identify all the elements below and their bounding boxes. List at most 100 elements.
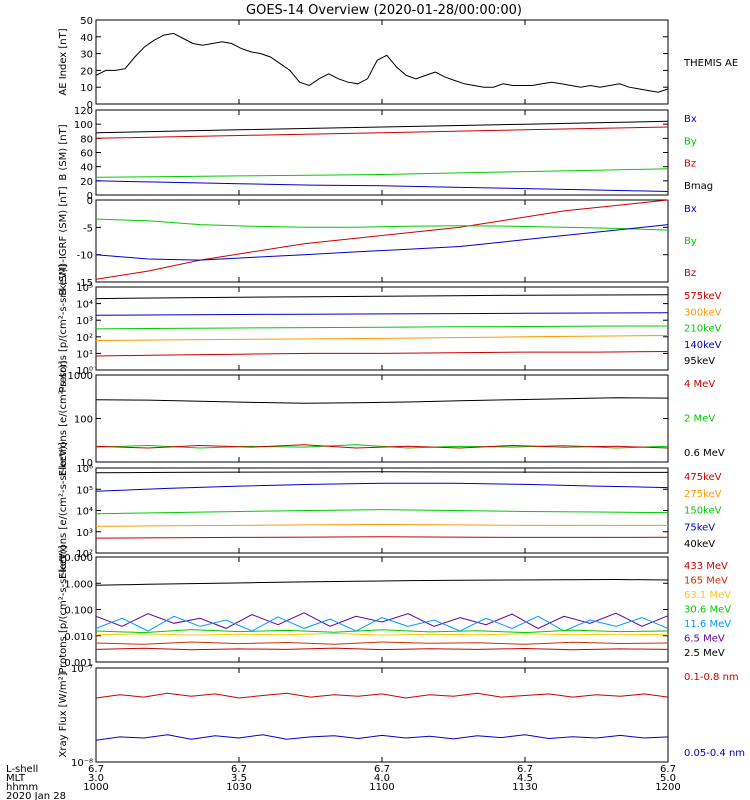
series-line [95, 168, 669, 178]
panel-frame [95, 467, 669, 554]
y-tick-label: 0 [87, 191, 93, 202]
panel-frame [95, 556, 669, 663]
y-tick-label: -5 [83, 223, 93, 234]
series-line [95, 224, 669, 261]
y-tick-label: 10⁴ [76, 507, 93, 518]
y-tick-label: 120 [74, 106, 93, 117]
y-tick-label: 10⁶ [76, 464, 93, 475]
y-tick-label: 10⁵ [76, 485, 93, 496]
y-tick-label: 80 [80, 134, 93, 145]
y-tick-label: 10 [80, 83, 93, 94]
legend-entry: Bx [684, 114, 697, 125]
y-tick-label: 0.001 [64, 658, 93, 669]
panel-frame [95, 19, 669, 105]
y-tick-label: 10⁻⁷ [71, 664, 93, 675]
y-tick-label: 10⁻⁸ [71, 758, 93, 769]
series-line [95, 509, 669, 515]
legend-entry: 210keV [684, 324, 722, 335]
x-tick-label-mlt: 4.0 [374, 773, 390, 784]
series-line [95, 351, 669, 357]
x-tick-label-lshell: 6.7 [517, 764, 533, 775]
y-tick-label: 10¹ [76, 349, 93, 360]
series-line [95, 692, 669, 699]
x-tick-label-hhmm: 1000 [83, 782, 108, 793]
series-line [95, 734, 669, 741]
y-tick-label: 30 [80, 50, 93, 61]
series-line [95, 523, 668, 527]
y-tick-label: 10 [80, 458, 93, 469]
series-line [95, 180, 669, 192]
legend-entry: 165 MeV [684, 576, 728, 587]
legend-entry: 0.6 MeV [684, 448, 725, 459]
y-axis-label: Electrons [e/(cm²-s-sr)] [58, 361, 69, 477]
series-line [95, 612, 669, 629]
figure-title: GOES-14 Overview (2020-01-28/00:00:00) [246, 3, 522, 18]
series-line [95, 294, 669, 300]
series-line [95, 397, 669, 404]
series-line [95, 444, 669, 449]
series-line [95, 199, 669, 280]
legend-entry: 4 MeV [684, 379, 715, 390]
series-line [95, 482, 669, 492]
legend-entry: 2 MeV [684, 414, 715, 425]
y-tick-label: 10² [76, 549, 93, 560]
legend-entry: 2.5 MeV [684, 648, 725, 659]
series-line [95, 335, 669, 341]
legend-entry: 140keV [684, 340, 722, 351]
legend-entry: 475keV [684, 472, 722, 483]
series-line [95, 578, 669, 586]
x-tick-label-hhmm: 1100 [369, 782, 394, 793]
y-axis-label: B (SM)-IGRF (SM) [nT] [58, 186, 69, 295]
legend-entry: 433 MeV [684, 561, 728, 572]
y-axis-label: AE Index [nT] [58, 28, 69, 95]
series-line [95, 218, 669, 231]
legend-entry: 30.6 MeV [684, 605, 731, 616]
legend-entry: 0.05-0.4 nm [684, 748, 745, 759]
y-axis-label: B (SM) [nT] [58, 124, 69, 180]
series-line [95, 325, 669, 330]
x-tick-label-mlt: 3.0 [88, 773, 104, 784]
x-tick-label-hhmm: 1200 [655, 782, 680, 793]
x-axis-row-label: L-shell [6, 764, 38, 775]
x-tick-label-lshell: 6.7 [231, 764, 247, 775]
x-tick-label-mlt: 5.0 [660, 773, 676, 784]
x-tick-label-lshell: 6.7 [660, 764, 676, 775]
y-tick-label: 1.000 [64, 579, 93, 590]
series-line [95, 32, 669, 93]
y-tick-label: 40 [80, 33, 93, 44]
panel-frame [95, 374, 669, 463]
y-tick-label: 0 [87, 100, 93, 111]
panel-4: 10⁰ 10¹ 10² 10³ 10⁴ 10⁵ Protons [p/(cm²-s-sr-k… [58, 264, 722, 392]
panel-1: 0 10 20 30 40 50 AE Index [nT] THEMIS AE [58, 16, 738, 111]
y-tick-label: 10⁴ [76, 300, 93, 311]
y-tick-label: 0.100 [64, 606, 93, 617]
legend-entry: THEMIS AE [683, 58, 738, 69]
y-tick-label: 10⁰ [76, 366, 93, 377]
y-axis-label: Protons [p/(cm²-s-sr-keV)] [58, 545, 69, 673]
y-tick-label: 50 [80, 16, 93, 27]
y-tick-label: 10⁵ [76, 283, 93, 294]
series-line [95, 536, 669, 539]
series-line [95, 647, 669, 651]
y-tick-label: 20 [80, 177, 93, 188]
y-tick-label: -10 [77, 251, 93, 262]
y-tick-label: 10.000 [58, 553, 93, 564]
x-axis-row-label: hhmm [6, 782, 38, 793]
x-axis-row-label: 2020 Jan 28 [6, 791, 66, 800]
x-tick-label-lshell: 6.7 [374, 764, 390, 775]
series-line [95, 641, 669, 645]
legend-entry: 275keV [684, 489, 722, 500]
panel-frame [95, 667, 669, 763]
y-tick-label: 10² [76, 333, 93, 344]
y-axis-label: Electrons [e/(cm²-s-sr-keV)] [58, 442, 69, 579]
series-line [95, 615, 669, 632]
x-tick-label-mlt: 3.5 [231, 773, 247, 784]
x-tick-label-lshell: 6.7 [88, 764, 104, 775]
series-line [95, 444, 669, 449]
legend-entry: 300keV [684, 307, 722, 318]
panel-frame [95, 199, 669, 283]
y-tick-label: 100 [74, 415, 93, 426]
